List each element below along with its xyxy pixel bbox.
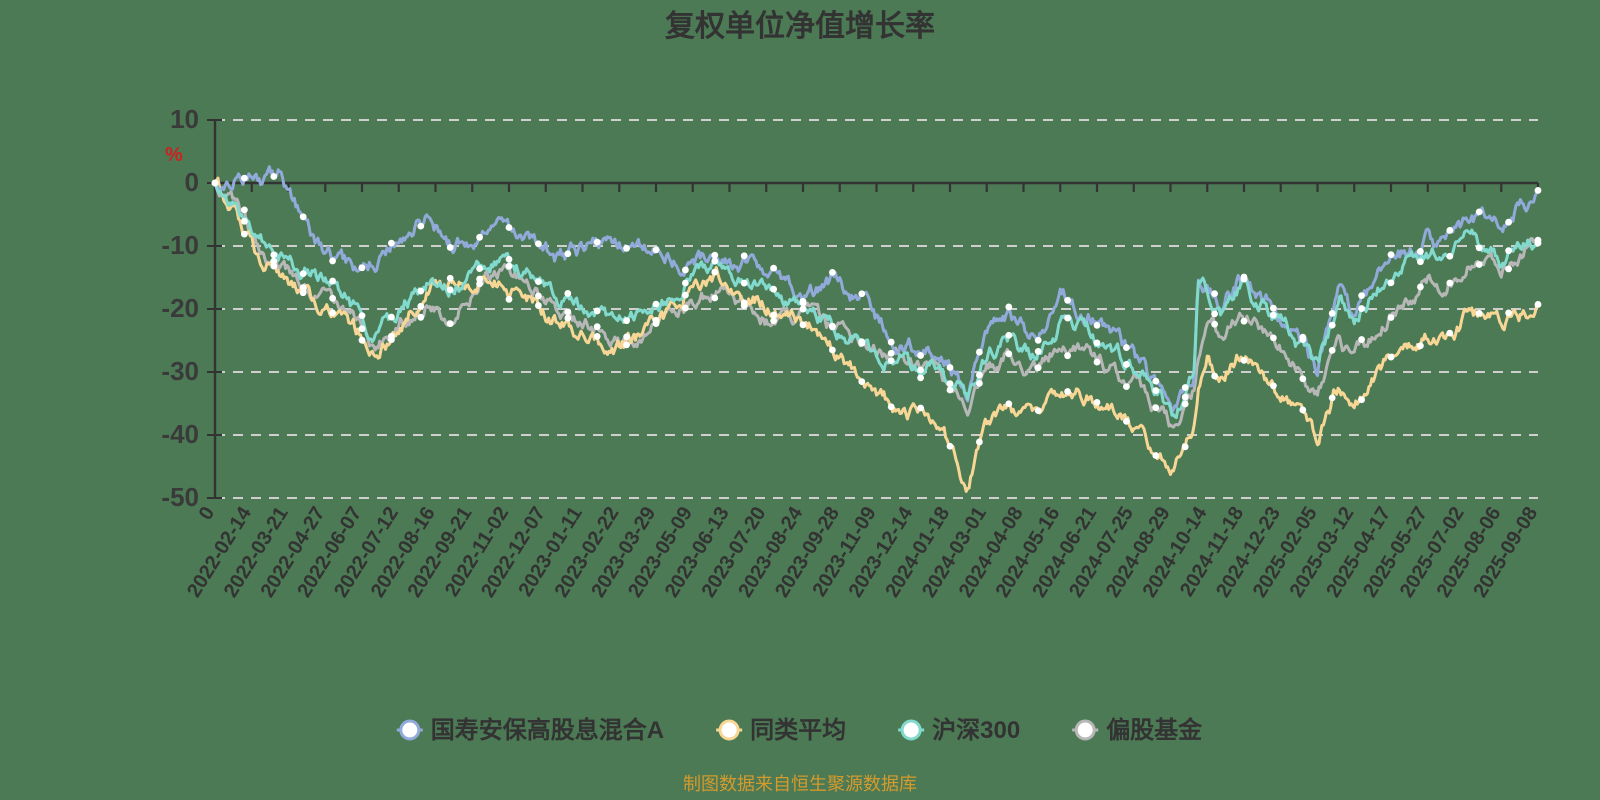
svg-text:偏股基金: 偏股基金: [1106, 716, 1203, 744]
svg-text:-20: -20: [161, 293, 199, 323]
svg-text:同类平均: 同类平均: [750, 716, 846, 744]
svg-text:复权单位净值增长率: 复权单位净值增长率: [665, 9, 935, 43]
svg-text:沪深300: 沪深300: [932, 717, 1020, 744]
svg-text:-50: -50: [161, 482, 199, 512]
svg-text:0: 0: [185, 167, 199, 197]
svg-text:国寿安保高股息混合A: 国寿安保高股息混合A: [431, 716, 664, 744]
svg-text:-10: -10: [161, 230, 199, 260]
svg-text:制图数据来自恒生聚源数据库: 制图数据来自恒生聚源数据库: [683, 774, 917, 794]
svg-text:-40: -40: [161, 419, 199, 449]
svg-text:10: 10: [170, 104, 199, 134]
svg-text:-30: -30: [161, 356, 199, 386]
svg-text:%: %: [165, 144, 183, 166]
svg-text:0: 0: [195, 503, 220, 524]
